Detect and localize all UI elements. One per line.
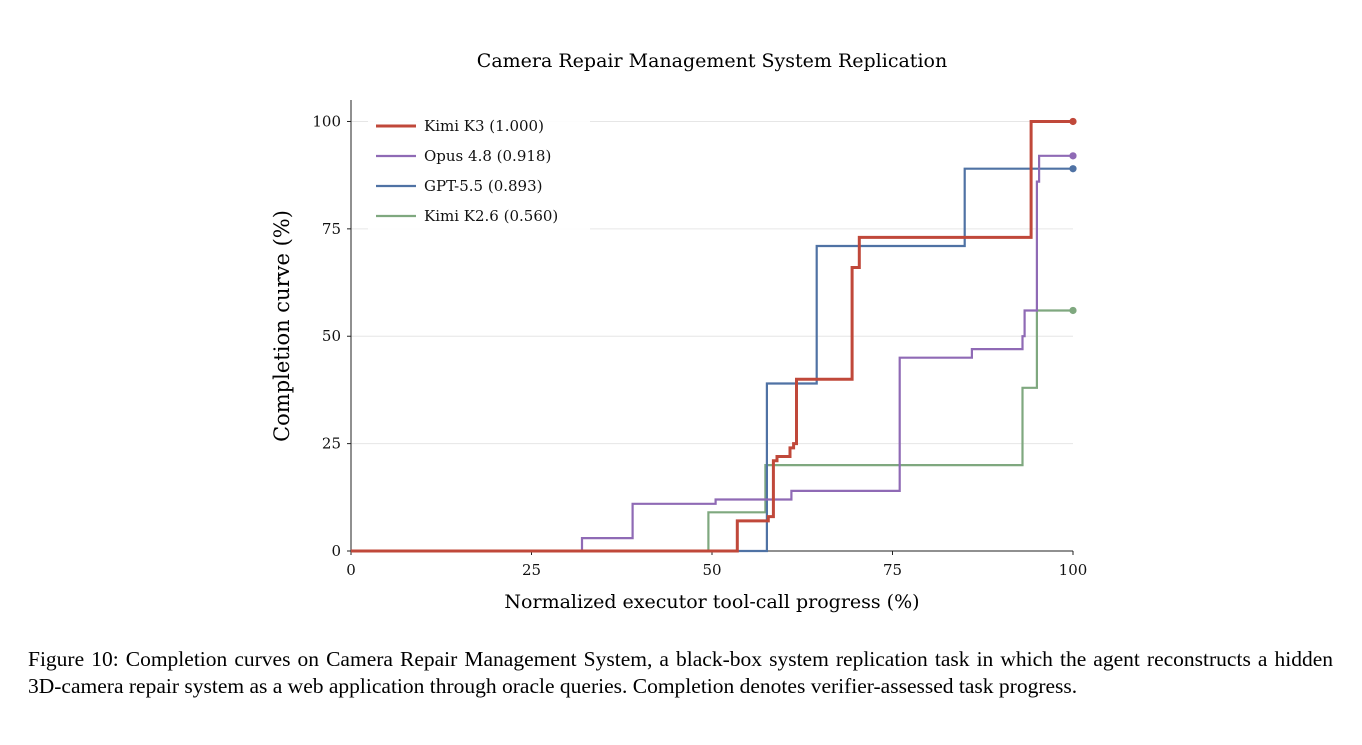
x-tick-label: 50 [702, 561, 721, 579]
series-end-marker-3 [1069, 306, 1077, 315]
legend-label-2: GPT-5.5 (0.893) [424, 177, 542, 195]
figure-caption: Figure 10: Completion curves on Camera R… [28, 647, 1333, 698]
series-end-marker-2 [1069, 165, 1077, 173]
y-tick-label: 0 [331, 542, 341, 560]
legend-label-1: Opus 4.8 (0.918) [424, 147, 551, 165]
legend: Kimi K3 (1.000) Opus 4.8 (0.918) GPT-5.5 (… [368, 108, 590, 230]
x-tick-label: 100 [1059, 561, 1088, 579]
series-line-0 [351, 120, 1073, 553]
series-line-1 [351, 154, 1073, 553]
legend-label-0: Kimi K3 (1.000) [424, 117, 544, 135]
y-axis-label: Completion curve (%) [270, 210, 294, 442]
series-end-marker-1 [1069, 152, 1077, 160]
x-tick-label: 0 [346, 561, 356, 579]
chart-title: Camera Repair Management System Replicat… [477, 50, 947, 72]
x-tick-label: 75 [883, 561, 902, 579]
y-tick-label: 50 [322, 327, 341, 345]
x-tick-label: 25 [522, 561, 541, 579]
legend-box [368, 108, 590, 230]
series-lines [351, 117, 1077, 553]
legend-label-3: Kimi K2.6 (0.560) [424, 207, 558, 225]
x-axis-label: Normalized executor tool-call progress (… [504, 591, 919, 613]
y-tick-label: 100 [312, 112, 341, 130]
completion-chart: Camera Repair Management System Replicat… [270, 50, 1088, 613]
series-line-2 [351, 167, 1073, 553]
y-tick-label: 75 [322, 220, 341, 238]
series-line-3 [351, 309, 1073, 553]
series-end-marker-0 [1069, 117, 1077, 126]
y-tick-label: 25 [322, 435, 341, 453]
